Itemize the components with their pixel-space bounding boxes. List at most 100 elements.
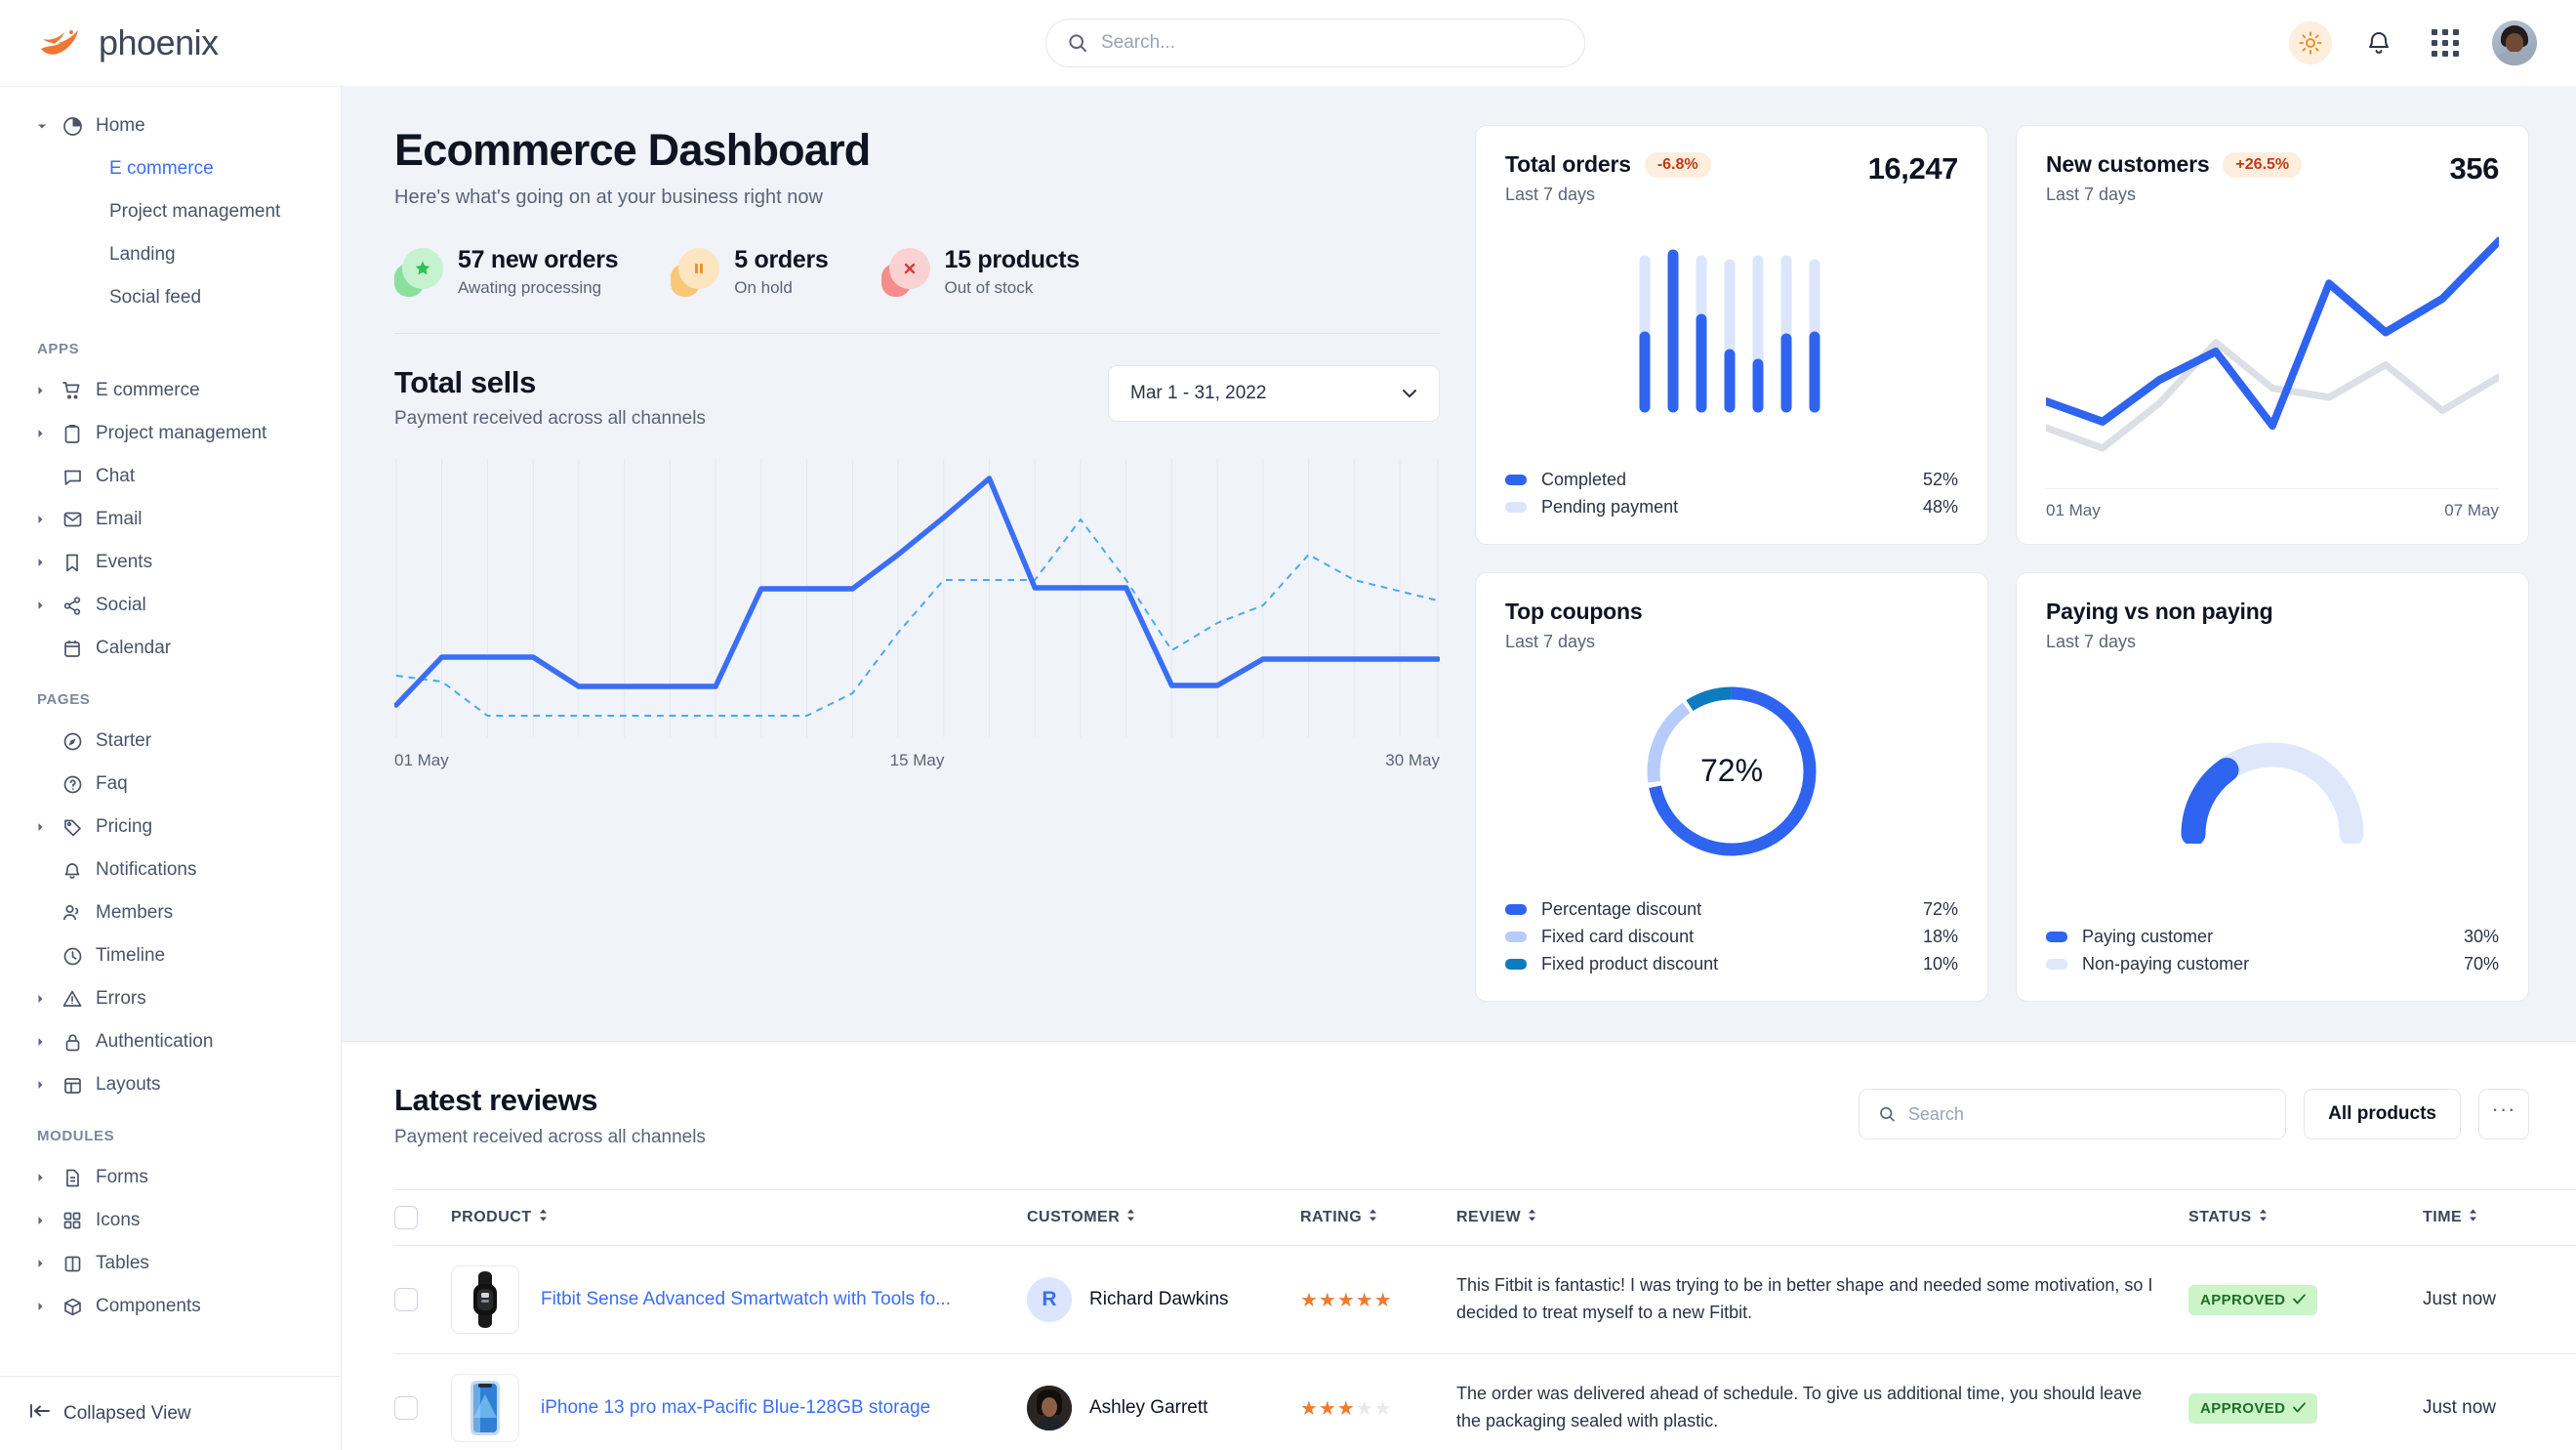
review-cell: This Fitbit is fantastic! I was trying t… (1456, 1245, 2188, 1354)
legend-item: Percentage discount 72% (1505, 895, 1958, 923)
sidebar-item-social-feed[interactable]: Social feed (109, 287, 202, 308)
stat-out-of-stock[interactable]: 15 products Out of stock (880, 246, 1132, 298)
sidebar-item-label: Components (96, 1296, 201, 1316)
sidebar-item-label: Chat (96, 466, 136, 486)
collapse-left-icon (29, 1403, 51, 1425)
col-review[interactable]: REVIEW (1456, 1189, 2188, 1246)
divider (394, 333, 1440, 334)
sidebar-item-pricing[interactable]: Pricing (0, 806, 341, 849)
avatar[interactable] (2492, 21, 2537, 65)
status-cell: APPROVED (2188, 1353, 2423, 1450)
card-chart-area (1505, 205, 1958, 460)
review-text: This Fitbit is fantastic! I was trying t… (1456, 1275, 2153, 1322)
axis-tick-start: 01 May (394, 751, 449, 769)
sidebar-item-label: Email (96, 509, 143, 529)
sidebar-item-apps-project-management[interactable]: Project management (0, 412, 341, 455)
stat-new-orders[interactable]: 57 new orders Awating processing (394, 246, 671, 298)
bell-icon[interactable] (2359, 23, 2398, 62)
sidebar-item-social[interactable]: Social (0, 584, 341, 627)
product-cell: Fitbit Sense Advanced Smartwatch with To… (451, 1245, 1027, 1354)
reviews-search-input[interactable] (1907, 1103, 2267, 1125)
users-icon (60, 903, 85, 923)
brand-name: phoenix (99, 22, 219, 62)
more-options-button[interactable]: ··· (2478, 1089, 2529, 1139)
reviews-search-box[interactable] (1859, 1089, 2287, 1139)
sidebar-item-timeline[interactable]: Timeline (0, 934, 341, 977)
table-row[interactable]: iPhone 13 pro max-Pacific Blue-128GB sto… (394, 1353, 2576, 1450)
sidebar-item-errors[interactable]: Errors (0, 977, 341, 1020)
status-cell: APPROVED (2188, 1245, 2423, 1354)
sidebar-item-email[interactable]: Email (0, 498, 341, 541)
sidebar-item-label: Authentication (96, 1031, 214, 1052)
table-row[interactable]: Fitbit Sense Advanced Smartwatch with To… (394, 1245, 2576, 1354)
collapsed-view-toggle[interactable]: Collapsed View (0, 1376, 341, 1450)
sidebar-item-forms[interactable]: Forms (0, 1156, 341, 1199)
sidebar-item-components[interactable]: Components (0, 1285, 341, 1328)
sidebar-item-faq[interactable]: Faq (0, 763, 341, 806)
sidebar-item-icons[interactable]: Icons (0, 1199, 341, 1242)
legend-swatch (1505, 501, 1527, 513)
total-sells-title: Total sells (394, 365, 536, 399)
chevron-right-icon (37, 558, 49, 567)
chevron-down-icon (1402, 383, 1417, 404)
sidebar-item-label: Errors (96, 988, 146, 1009)
topbar-actions (2289, 21, 2576, 65)
envelope-icon (60, 511, 85, 528)
sidebar-item-label: Home (96, 115, 145, 136)
row-checkbox[interactable] (394, 1288, 418, 1311)
sidebar-item-label: Notifications (96, 859, 197, 880)
grid-apps-icon[interactable] (2426, 23, 2465, 62)
clipboard-icon (60, 424, 85, 444)
top-coupons-donut (1647, 686, 1817, 855)
sidebar-item-label: Social (96, 595, 146, 615)
latest-reviews-header: Latest reviews Payment received across a… (394, 1083, 2529, 1148)
product-link[interactable]: iPhone 13 pro max-Pacific Blue-128GB sto… (541, 1397, 931, 1418)
col-time[interactable]: TIME (2423, 1189, 2576, 1246)
all-products-filter-button[interactable]: All products (2304, 1089, 2461, 1139)
sidebar-item-calendar[interactable]: Calendar (0, 627, 341, 670)
date-range-select[interactable]: Mar 1 - 31, 2022 (1108, 365, 1440, 422)
col-label: RATING (1300, 1209, 1363, 1225)
col-rating[interactable]: RATING (1300, 1189, 1456, 1246)
search-input[interactable] (1101, 32, 1563, 54)
sidebar-item-tables[interactable]: Tables (0, 1242, 341, 1285)
col-status[interactable]: STATUS (2188, 1189, 2423, 1246)
sidebar-item-notifications[interactable]: Notifications (0, 849, 341, 891)
card-legend: Completed 52% Pending payment 48% (1505, 466, 1958, 520)
global-search-box[interactable] (1045, 19, 1585, 67)
collapsed-view-label: Collapsed View (63, 1402, 191, 1424)
stat-value: 57 new orders (458, 246, 619, 273)
sidebar-item-landing[interactable]: Landing (109, 244, 176, 265)
sidebar-item-members[interactable]: Members (0, 891, 341, 934)
sidebar-item-home[interactable]: Home (0, 104, 341, 147)
sun-icon[interactable] (2289, 21, 2332, 64)
card-chart-area (2046, 205, 2499, 476)
chevron-right-icon (37, 1080, 49, 1090)
select-all-checkbox[interactable] (394, 1206, 418, 1229)
card-chart-area: 72% (1505, 652, 1958, 890)
sidebar-item-authentication[interactable]: Authentication (0, 1020, 341, 1063)
brand-logo[interactable]: phoenix (0, 22, 342, 63)
sort-icon (2259, 1209, 2268, 1226)
new-customers-axis: 01 May 07 May (2046, 488, 2499, 520)
product-link[interactable]: Fitbit Sense Advanced Smartwatch with To… (541, 1289, 951, 1309)
sidebar-item-apps-ecommerce[interactable]: E commerce (0, 369, 341, 412)
row-checkbox[interactable] (394, 1396, 418, 1420)
iphone-image (451, 1374, 519, 1442)
sidebar-item-e-commerce[interactable]: E commerce (109, 158, 214, 179)
col-product[interactable]: PRODUCT (451, 1189, 1027, 1246)
col-customer[interactable]: CUSTOMER (1027, 1189, 1300, 1246)
sidebar-item-events[interactable]: Events (0, 541, 341, 584)
sidebar-item-chat[interactable]: Chat (0, 455, 341, 498)
chevron-down-icon (37, 123, 49, 130)
share-nodes-icon (60, 596, 85, 616)
stat-on-hold[interactable]: 5 orders On hold (671, 246, 880, 298)
axis-tick-end: 07 May (2444, 501, 2499, 519)
table-columns-icon (60, 1254, 85, 1274)
status-badge: APPROVED (2188, 1284, 2318, 1315)
card-legend: Paying customer 30% Non-paying customer … (2046, 923, 2499, 977)
status-label: APPROVED (2200, 1291, 2286, 1308)
sidebar-item-project-management[interactable]: Project management (109, 201, 281, 222)
sidebar-item-layouts[interactable]: Layouts (0, 1063, 341, 1106)
sidebar-item-starter[interactable]: Starter (0, 720, 341, 763)
